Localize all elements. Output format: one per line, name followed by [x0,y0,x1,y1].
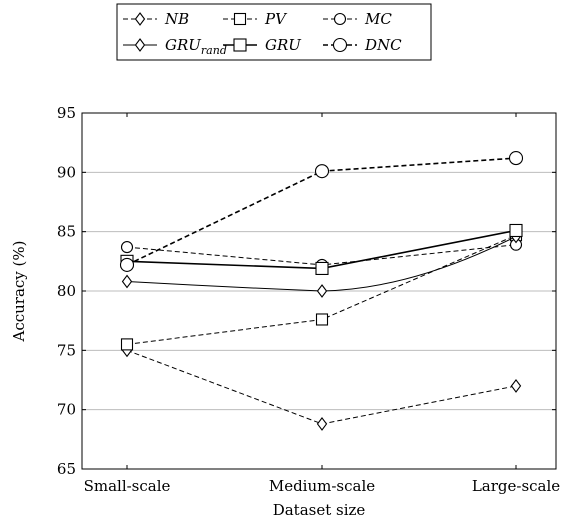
legend-entry-dnc: DNC [323,36,402,54]
series-nb [121,343,522,431]
legend-marker-gru-rand [134,38,146,52]
x-tick-label-medium-scale: Medium-scale [269,477,375,495]
x-tick-label-small-scale: Small-scale [84,477,171,495]
y-tick-label-70: 70 [57,401,76,419]
legend-marker-gru [233,38,247,52]
series-group [119,151,524,431]
y-axis-ticks: 65 70 75 80 85 90 95 [57,104,556,478]
y-tick-label-90: 90 [57,163,76,181]
y-tick-label-85: 85 [57,223,76,241]
point-nb-large-scale [510,379,522,393]
legend-marker-mc [333,12,347,26]
point-gru-rand-small-scale [121,274,133,289]
legend-marker-pv [233,12,247,26]
point-pv-small-scale [120,338,134,351]
y-axis-label: Accuracy (%) [10,240,28,342]
point-gru-large-scale [509,223,523,238]
legend-label-nb: NB [164,10,189,28]
legend-box [116,3,432,61]
point-gru-rand-medium-scale [316,284,328,298]
legend-label-gru-rand: GRUrand [165,36,227,57]
legend: NB PV MC GRUrand GRU DNC [116,3,432,61]
point-nb-medium-scale [316,416,328,431]
y-tick-label-80: 80 [57,282,76,300]
point-dnc-large-scale [508,151,524,166]
point-gru-medium-scale [315,261,329,276]
legend-label-pv: PV [264,10,288,28]
legend-marker-nb [134,12,146,26]
legend-marker-dnc [332,37,348,53]
y-tick-label-95: 95 [57,104,76,122]
legend-entry-mc: MC [323,10,392,28]
x-axis-label: Dataset size [273,501,366,519]
legend-entry-gru: GRU [223,36,302,54]
point-dnc-small-scale [119,257,135,272]
legend-entry-pv: PV [223,10,288,28]
series-dnc [119,151,524,272]
legend-entry-gru-rand: GRUrand [123,36,227,57]
x-tick-label-large-scale: Large-scale [472,477,560,495]
legend-label-gru: GRU [265,36,302,54]
legend-entry-nb: NB [123,10,189,28]
y-tick-label-75: 75 [57,341,76,359]
point-dnc-medium-scale [314,164,330,179]
legend-label-dnc: DNC [364,36,402,54]
point-mc-small-scale [120,241,134,254]
legend-label-mc: MC [364,10,392,28]
point-pv-medium-scale [315,313,329,326]
y-tick-label-65: 65 [57,460,76,478]
series-line-nb [126,349,517,425]
x-axis-ticks: Small-scale Medium-scale Large-scale [84,113,560,495]
